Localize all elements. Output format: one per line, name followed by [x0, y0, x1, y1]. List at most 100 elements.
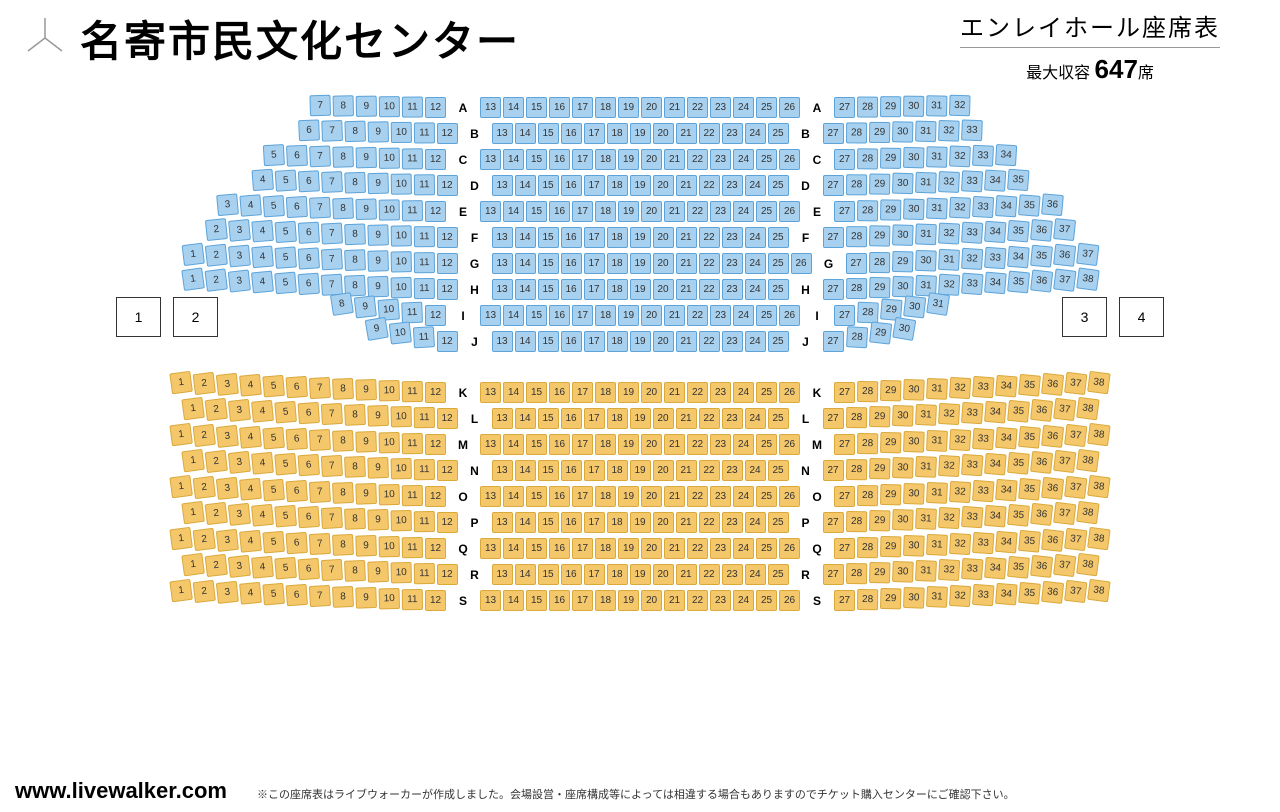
seat: 30: [903, 483, 925, 505]
seat: 38: [1087, 579, 1111, 603]
seat: 25: [768, 253, 789, 274]
seat: 14: [515, 123, 536, 144]
seat: 35: [1007, 452, 1030, 475]
seat: 9: [367, 173, 389, 195]
seat: 13: [480, 201, 501, 222]
seat: 5: [263, 195, 285, 217]
seat: 16: [561, 460, 582, 481]
block-left: 6789101112: [298, 121, 459, 146]
seat: 17: [584, 123, 605, 144]
seat: 13: [492, 408, 513, 429]
seat: 7: [320, 274, 342, 296]
seat: 16: [549, 149, 570, 170]
block-left: 789101112: [309, 95, 447, 120]
seat: 26: [779, 305, 800, 326]
seat: 13: [492, 123, 513, 144]
seat: 8: [330, 292, 354, 316]
block-center: 13141516171819202122232425: [491, 406, 790, 431]
seat: 36: [1030, 269, 1053, 292]
seat: 20: [653, 279, 674, 300]
seat: 37: [1064, 424, 1087, 447]
capacity-text: 最大収容 647席: [960, 54, 1220, 85]
seat: 11: [413, 459, 434, 480]
row-label: K: [453, 386, 473, 400]
row-label: P: [465, 516, 485, 530]
block-center: 13141516171819202122232425: [491, 121, 790, 146]
seat: 21: [676, 123, 697, 144]
seat: 10: [390, 458, 411, 479]
seat: 27: [834, 538, 855, 559]
seat: 22: [687, 538, 708, 559]
seat: 19: [630, 279, 651, 300]
seat: 23: [710, 538, 731, 559]
seat: 36: [1041, 193, 1064, 216]
seat: 21: [676, 175, 697, 196]
seat: 6: [298, 119, 320, 141]
seat: 12: [437, 408, 458, 429]
seat: 25: [768, 408, 789, 429]
seat: 10: [388, 321, 411, 344]
seat: 28: [846, 563, 867, 584]
seat: 24: [745, 331, 766, 352]
block-left: 456789101112: [252, 173, 459, 198]
seat: 15: [538, 227, 559, 248]
seat: 29: [880, 588, 901, 609]
seat: 24: [745, 564, 766, 585]
seat: 16: [561, 408, 582, 429]
seat: 21: [664, 590, 685, 611]
seat: 25: [768, 564, 789, 585]
row-label: A: [807, 101, 827, 115]
seat: 23: [722, 123, 743, 144]
seat: 6: [297, 558, 319, 580]
seat: 19: [618, 149, 639, 170]
block-left: 56789101112: [263, 147, 447, 172]
seat: 20: [641, 486, 662, 507]
seat: 24: [733, 149, 754, 170]
seat: 23: [722, 331, 743, 352]
seat: 15: [538, 175, 559, 196]
seat: 21: [664, 538, 685, 559]
seat: 13: [480, 382, 501, 403]
seat: 13: [480, 486, 501, 507]
seat: 31: [915, 121, 937, 143]
seat: 25: [756, 149, 777, 170]
seat: 2: [204, 244, 227, 267]
seat: 16: [549, 382, 570, 403]
seat: 18: [595, 486, 616, 507]
seat: 28: [846, 459, 867, 480]
seat: 14: [503, 149, 524, 170]
seat: 30: [892, 224, 914, 246]
seat: 14: [515, 331, 536, 352]
seat: 22: [687, 590, 708, 611]
seat: 33: [961, 170, 983, 192]
seat: 15: [526, 149, 547, 170]
seat: 35: [1018, 374, 1041, 397]
seat: 32: [949, 145, 971, 167]
row-label: Q: [453, 542, 473, 556]
seat: 26: [779, 97, 800, 118]
seat: 23: [710, 97, 731, 118]
seat: 24: [745, 512, 766, 533]
seat: 22: [699, 512, 720, 533]
seat: 19: [618, 538, 639, 559]
seat: 25: [756, 97, 777, 118]
seat: 30: [903, 587, 925, 609]
seat: 27: [823, 512, 844, 533]
footer: www.livewalker.com ※この座席表はライブウォーカーが作成しまし…: [15, 778, 1265, 804]
block-center: 13141516171819202122232425: [491, 562, 790, 587]
seat-row: 6789101112B13141516171819202122232425B27…: [20, 121, 1260, 146]
seat: 27: [834, 590, 855, 611]
seat: 22: [699, 408, 720, 429]
seat: 22: [699, 123, 720, 144]
row-label: N: [465, 464, 485, 478]
capacity-label: 最大収容: [1026, 65, 1090, 82]
block-right: 27282930313233: [822, 121, 983, 146]
row-label: O: [807, 490, 827, 504]
seat: 4: [250, 271, 273, 294]
seat: 18: [595, 149, 616, 170]
seat: 18: [595, 538, 616, 559]
seat: 6: [297, 170, 319, 192]
row-label: B: [796, 127, 816, 141]
seat: 38: [1076, 267, 1100, 291]
seat: 19: [618, 97, 639, 118]
